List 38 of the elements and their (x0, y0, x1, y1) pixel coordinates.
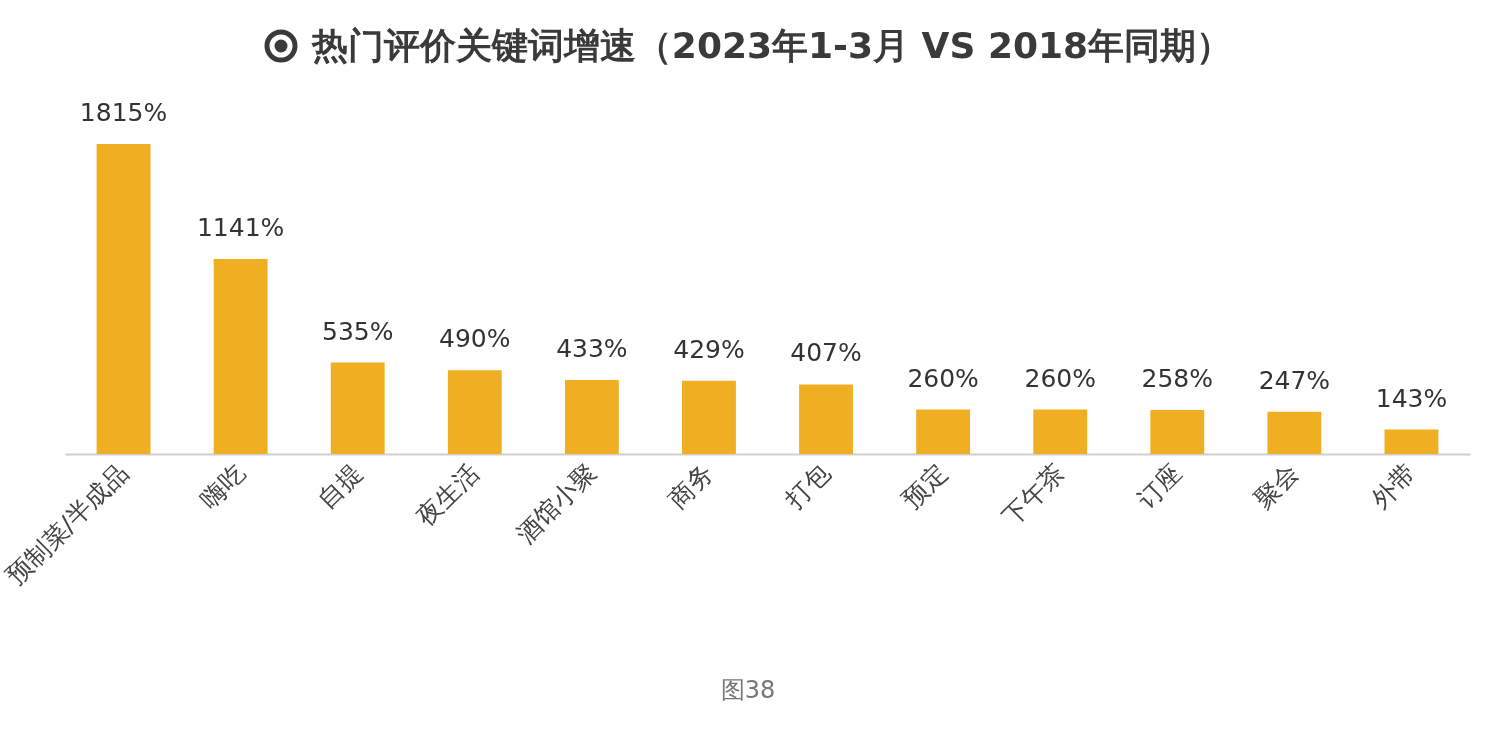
bar (96, 144, 151, 454)
bar (682, 380, 736, 454)
data-label: 429% (673, 334, 745, 364)
bar (447, 370, 502, 454)
bar (1150, 409, 1205, 454)
bar (564, 380, 619, 454)
x-tick-label: 订座 (1131, 457, 1188, 514)
x-tick-label: 夜生活 (411, 457, 485, 532)
x-tick-label: 打包 (779, 457, 836, 515)
data-label: 258% (1141, 363, 1214, 393)
bar (799, 384, 853, 454)
bar (213, 259, 268, 454)
data-label: 1141% (196, 213, 285, 243)
data-label: 260% (907, 363, 979, 393)
bar (1384, 429, 1439, 454)
x-tick-label: 酒馆小聚 (510, 457, 602, 550)
x-tick-label: 预定 (897, 457, 954, 514)
bar (1267, 411, 1322, 454)
data-label: 535% (321, 316, 394, 346)
bar (916, 409, 971, 454)
bar (330, 362, 385, 454)
data-label: 1815% (79, 98, 168, 127)
data-label: 490% (439, 324, 511, 354)
x-tick-label: 预制菜/半成品 (0, 457, 134, 591)
x-tick-label: 外带 (1365, 457, 1422, 514)
data-label: 260% (1024, 363, 1096, 393)
bar (1033, 409, 1088, 454)
data-label: 433% (556, 334, 628, 364)
data-label: 143% (1375, 383, 1448, 413)
data-label: 407% (790, 338, 862, 368)
data-label: 247% (1258, 365, 1331, 395)
x-tick-label: 下午茶 (996, 457, 1071, 532)
x-tick-label: 商务 (663, 457, 719, 514)
x-tick-label: 聚会 (1248, 457, 1305, 514)
x-tick-label: 嗨吃 (194, 457, 251, 514)
chart-title: 热门评价关键词增速（2023年1-3月 VS 2018年同期） (311, 23, 1233, 68)
caption: 图38 (719, 675, 777, 706)
x-tick-label: 自提 (311, 457, 368, 514)
